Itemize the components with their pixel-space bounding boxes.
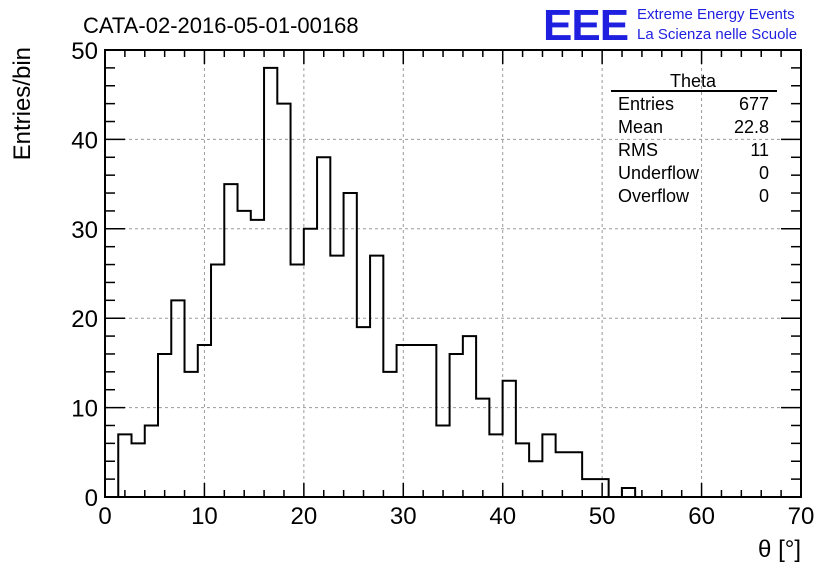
histogram-bin: [211, 265, 224, 497]
histogram-bin: [542, 434, 555, 497]
histogram-bin: [436, 425, 449, 497]
histogram-bin: [423, 345, 436, 497]
histogram-bin: [463, 336, 476, 497]
y-tick-label: 50: [71, 38, 98, 65]
stats-title: Theta: [670, 71, 717, 91]
stats-value: 11: [750, 140, 769, 160]
x-tick-label: 10: [191, 503, 218, 530]
histogram-bin: [529, 461, 542, 497]
plot-frame-rect: [104, 49, 802, 498]
plot-frame: [104, 49, 802, 498]
histogram-bin: [556, 452, 569, 497]
branding-line2: La Scienza nelle Scuole: [637, 26, 797, 43]
stats-label: RMS: [618, 140, 658, 160]
y-tick-label: 40: [71, 127, 98, 154]
eee-logo: EEE: [543, 1, 628, 50]
histogram-bin: [132, 443, 145, 497]
stats-label: Underflow: [618, 163, 700, 183]
histogram-bin: [582, 479, 595, 497]
histogram-bin: [251, 220, 264, 497]
histogram-bin: [145, 425, 158, 497]
x-tick-label: 60: [688, 503, 715, 530]
histogram-bin: [171, 300, 184, 497]
x-tick-label: 0: [98, 503, 111, 530]
x-tick-labels: 0 10 20 30 40 50 60 70: [98, 503, 814, 530]
stats-label: Entries: [618, 94, 674, 114]
stats-value: 677: [739, 94, 769, 114]
histogram-bin: [118, 434, 131, 497]
stats-value: 0: [759, 186, 769, 206]
histogram-bin: [383, 372, 396, 497]
x-tick-label: 70: [788, 503, 815, 530]
x-tick-label: 40: [489, 503, 516, 530]
histogram-bin: [397, 345, 410, 497]
y-axis-label: Entries/bin: [9, 47, 36, 160]
histogram-bin: [410, 345, 423, 497]
histogram-bin: [476, 399, 489, 497]
x-tick-label: 20: [291, 503, 318, 530]
axis-ticks: [104, 49, 802, 498]
y-tick-label: 20: [71, 306, 98, 333]
histogram-bin: [158, 354, 171, 497]
histogram-outline: [117, 66, 637, 498]
histogram-bin: [304, 229, 317, 497]
y-tick-labels: 0 10 20 30 40 50: [71, 38, 98, 512]
histogram-bin: [238, 211, 251, 497]
stats-value: 0: [759, 163, 769, 183]
histogram-bin: [489, 434, 502, 497]
grid-lines: [105, 50, 801, 497]
histogram-bin: [622, 488, 635, 497]
histogram-bin: [595, 479, 608, 497]
y-tick-label: 0: [85, 485, 98, 512]
stats-box: Theta Entries 677 Mean 22.8 RMS 11 Underflow 0 O…: [611, 71, 777, 206]
stats-label: Mean: [618, 117, 663, 137]
histogram-bin: [370, 256, 383, 497]
histogram-bin: [264, 68, 277, 497]
y-tick-label: 30: [71, 217, 98, 244]
histogram-bin: [503, 381, 516, 497]
stats-rows: Entries 677 Mean 22.8 RMS 11 Underflow 0 Overflo…: [618, 94, 769, 206]
x-axis-label: θ [°]: [758, 536, 801, 563]
histogram-bin: [317, 157, 330, 497]
histogram-bin: [330, 256, 343, 497]
stats-label: Overflow: [618, 186, 690, 206]
chart-title: CATA-02-2016-05-01-00168: [83, 13, 359, 38]
histogram-bin: [516, 443, 529, 497]
histogram-bin: [277, 104, 290, 497]
branding-line1: Extreme Energy Events: [637, 6, 795, 23]
stats-value: 22.8: [734, 117, 769, 137]
x-tick-label: 50: [589, 503, 616, 530]
histogram-bin: [185, 372, 198, 497]
x-tick-label: 30: [390, 503, 417, 530]
histogram-bin: [569, 452, 582, 497]
histogram-bin: [357, 327, 370, 497]
histogram-bin: [224, 184, 237, 497]
histogram-bin: [198, 345, 211, 497]
branding: EEE Extreme Energy Events La Scienza nel…: [543, 1, 797, 50]
histogram-bin: [450, 354, 463, 497]
histogram-bin: [291, 265, 304, 497]
y-tick-label: 10: [71, 396, 98, 423]
histogram-bin: [344, 193, 357, 497]
